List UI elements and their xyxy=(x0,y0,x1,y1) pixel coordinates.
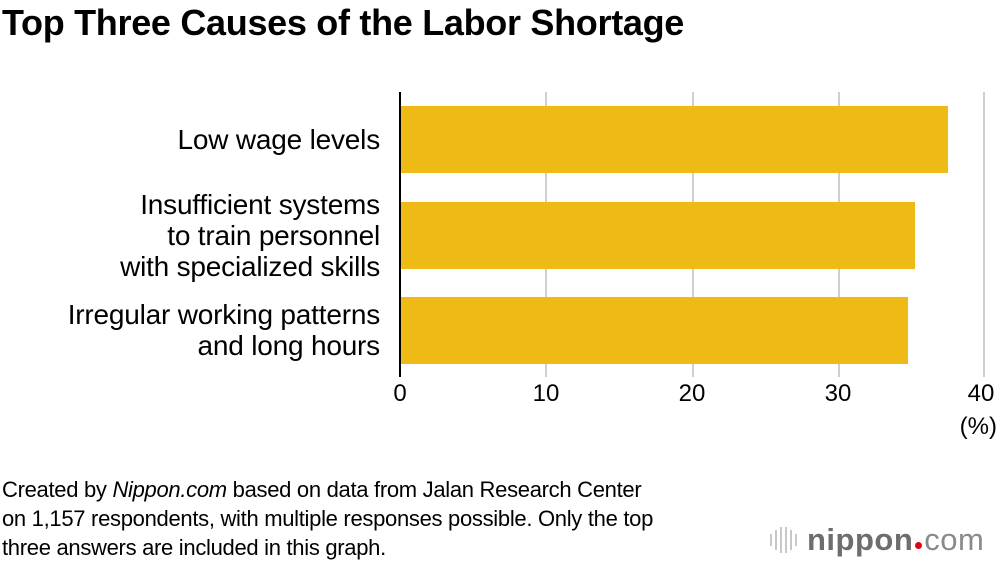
source-note: Created by Nippon.com based on data from… xyxy=(2,475,653,562)
x-tick-0: 0 xyxy=(393,380,407,407)
logo-dot xyxy=(915,542,923,549)
source-publisher: Nippon.com xyxy=(112,477,227,502)
x-tick-10: 10 xyxy=(532,380,560,407)
category-label-line: with specialized skills xyxy=(120,251,380,282)
chart-title: Top Three Causes of the Labor Shortage xyxy=(2,2,685,43)
category-label-line: to train personnel xyxy=(167,220,380,251)
x-tick-30: 30 xyxy=(824,380,852,407)
bar-insufficient-training-systems xyxy=(401,202,915,269)
x-tick-20: 20 xyxy=(678,380,706,407)
nippon-logo: nippon com xyxy=(770,522,984,558)
sound-wave-icon xyxy=(770,527,797,553)
category-label-line: Irregular working patterns xyxy=(67,299,380,330)
category-label-irregular-working-patterns: Irregular working patterns and long hour… xyxy=(68,299,380,361)
category-label-low-wage-levels: Low wage levels xyxy=(177,124,381,155)
x-tick-40: 40 xyxy=(967,380,995,407)
category-label-insufficient-training-systems: Insufficient systems to train personnel … xyxy=(120,189,380,282)
y-axis-line xyxy=(399,92,401,377)
source-note-line-3: three answers are included in this graph… xyxy=(2,535,386,560)
bar-irregular-working-patterns xyxy=(401,297,908,364)
category-label-line: Low wage levels xyxy=(177,124,381,155)
source-note-line-2: on 1,157 respondents, with multiple resp… xyxy=(2,506,653,531)
x-axis-unit: (%) xyxy=(959,413,997,440)
category-label-line: Insufficient systems xyxy=(140,189,380,220)
bar-low-wage-levels xyxy=(401,106,948,173)
gridline-40 xyxy=(983,92,985,377)
logo-wordmark: nippon xyxy=(807,522,914,557)
source-note-line-1: Created by Nippon.com based on data from… xyxy=(2,477,642,502)
category-label-line: and long hours xyxy=(197,330,381,361)
logo-suffix: com xyxy=(924,522,985,557)
bar-chart: Low wage levels Insufficient systems to … xyxy=(68,92,997,440)
